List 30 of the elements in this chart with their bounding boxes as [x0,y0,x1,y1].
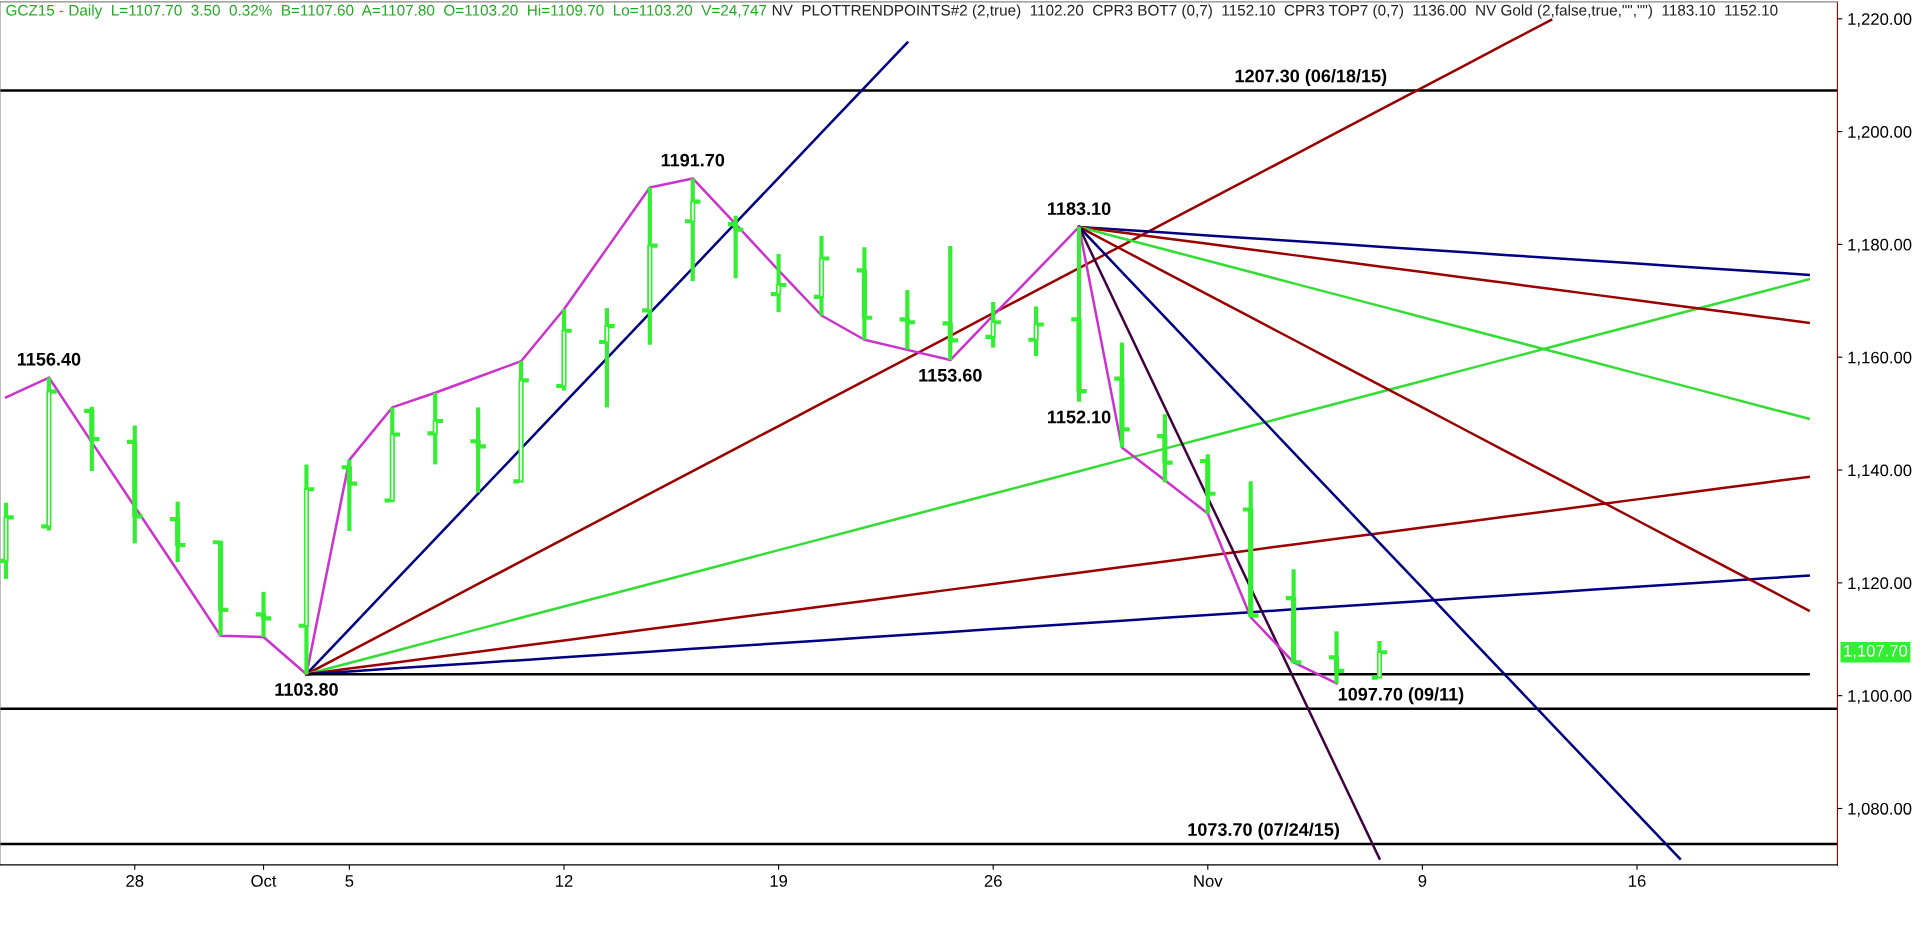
x-tick-label: 5 [345,875,354,887]
y-tick-label: 1,220.00 [1848,13,1912,27]
text: 1,107.70 [1844,644,1908,659]
y-tick-label: 1,180.00 [1848,238,1912,253]
x-tick-label: 28 [126,875,144,887]
x-tick-label: 9 [1418,875,1427,887]
x-tick-label: Nov [1194,875,1223,887]
y-tick-label: 1,100.00 [1848,690,1912,704]
x-tick-label: 16 [1629,875,1646,887]
ref-line-label: 1207.30 (06/18/15) [1235,69,1387,86]
annotation: 1183.10 [1048,202,1111,216]
y-tick-label: 1,080.00 [1848,802,1912,817]
annotation: 1103.80 [275,683,338,696]
x-tick-label: Oct [251,875,277,887]
chart-title: GCZ15 - Daily L=1107.70 3.50 0.32% B=1107.60 A=1107.80 O=1103.20 Hi=1109.70 Lo=1103.20 V=24,747 [6,4,767,19]
annotation: 1153.60 [919,368,982,382]
y-tick-label: 1,200.00 [1848,126,1912,140]
x-tick-label: 26 [984,875,1002,887]
ref-line-label: 1097.70 (09/11) [1338,687,1464,705]
ref-line-label: 1073.70 (07/24/15) [1188,822,1339,840]
y-tick-label: 1,140.00 [1848,464,1912,479]
y-tick-label: 1,120.00 [1848,577,1912,592]
y-tick-label: 1,160.00 [1848,351,1912,366]
annotation: 1191.70 [661,153,725,167]
x-tick-label: 19 [770,875,788,887]
chart-subtitle: NV PLOTTRENDPOINTS#2 (2,true) 1102.20 CPR3 BOT7 (0,7) 1152.10 CPR3 TOP7 (0,7) 1136.00 NV Gold (2,false,true,"","") 1183.10 1152.10 [772,4,1778,19]
annotation: 1156.40 [17,352,81,366]
line-series [4,177,1338,685]
annotation: 1152.10 [1048,410,1111,424]
x-tick-label: 12 [555,875,573,887]
